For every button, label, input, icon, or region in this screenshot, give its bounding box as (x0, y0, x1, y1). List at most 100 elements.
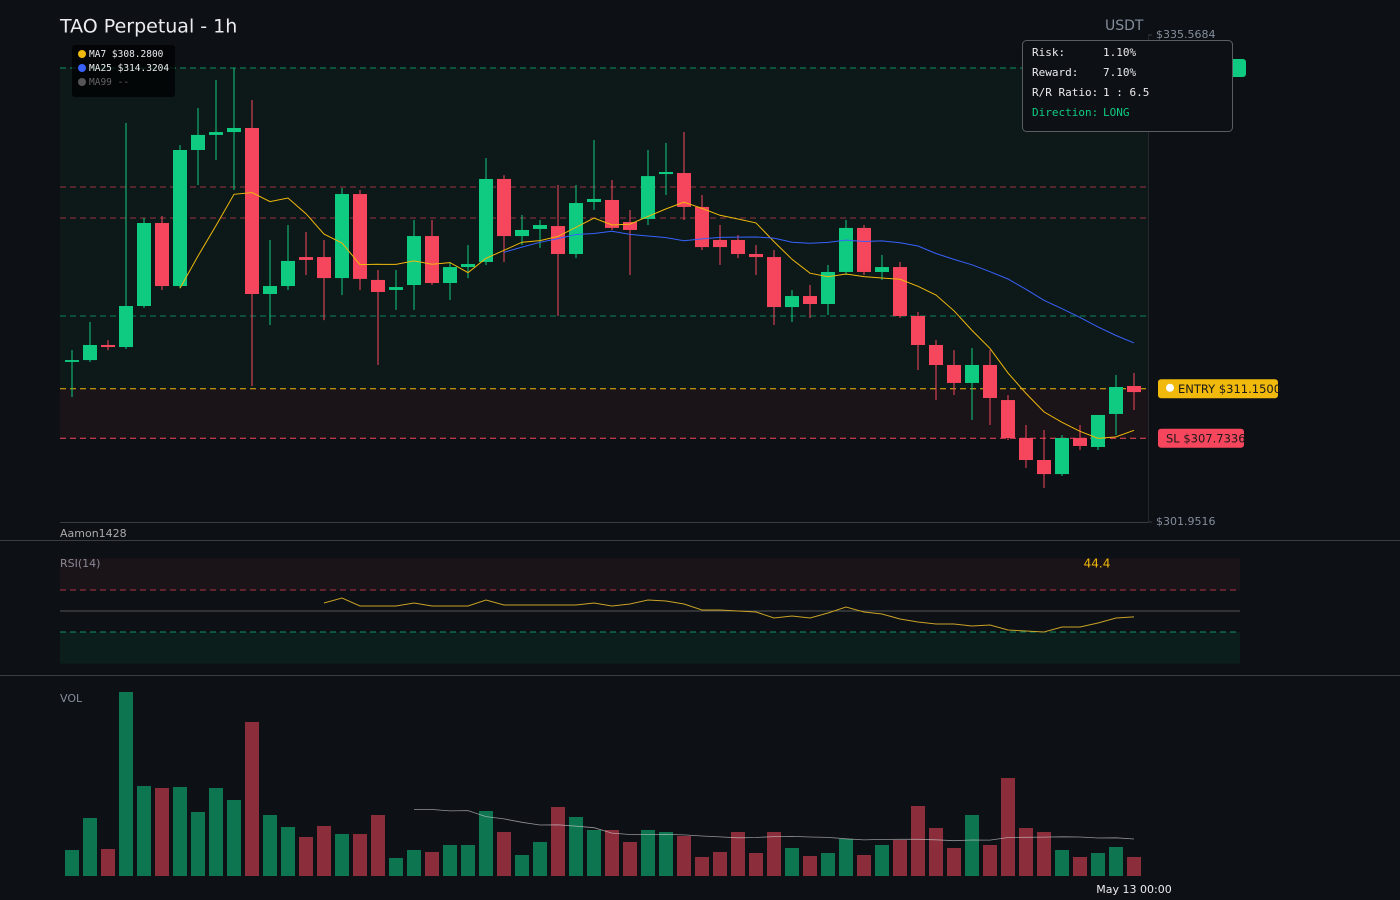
candle-body (191, 134, 205, 151)
volume-bar (479, 811, 493, 876)
candle-body (947, 364, 961, 383)
moving-average-line (503, 230, 1135, 344)
loss-zone (60, 388, 1148, 439)
volume-bar (605, 830, 619, 876)
candle-body (155, 223, 169, 287)
volume-bar (173, 787, 187, 876)
ma-legend-value: $308.2800 (112, 49, 164, 60)
volume-bar (317, 826, 331, 876)
volume-bar (443, 845, 457, 876)
volume-bar (983, 845, 997, 876)
risk-panel (1022, 40, 1233, 132)
volume-bar (695, 857, 709, 876)
candle-body (965, 364, 979, 383)
candle-body (551, 226, 565, 255)
x-tick-label: May 13 00:00 (1096, 883, 1171, 896)
volume-bar (587, 830, 601, 876)
volume-bar (515, 855, 529, 876)
candle-body (641, 176, 655, 219)
candle-body (1109, 387, 1123, 414)
volume-bar (677, 836, 691, 876)
ma-legend-name: MA25 (89, 63, 112, 74)
candle-body (137, 223, 151, 307)
volume-bar (119, 692, 133, 876)
volume-bar (875, 845, 889, 876)
volume-bar (551, 807, 565, 876)
volume-bar (767, 832, 781, 876)
y-tick-label: $301.9516 (1156, 515, 1216, 528)
candle-body (1073, 437, 1087, 446)
candle-body (335, 194, 349, 279)
volume-bar (389, 858, 403, 876)
volume-bar (713, 852, 727, 876)
volume-bar (65, 850, 79, 876)
volume-bar (335, 834, 349, 876)
volume-bar (497, 832, 511, 876)
candle-body (281, 260, 295, 287)
candle-body (587, 198, 601, 203)
oversold-zone (60, 632, 1240, 664)
volume-bar (101, 849, 115, 876)
candle-body (929, 344, 943, 365)
ma-legend-entry: MA25 $314.3204 (89, 63, 169, 74)
volume-bar (641, 830, 655, 876)
reward-label: Reward: (1032, 66, 1078, 79)
volume-bar (407, 850, 421, 876)
candle-body (749, 254, 763, 258)
volume-bar (209, 788, 223, 876)
ma-legend-entry: MA7 $308.2800 (89, 49, 164, 60)
candle-body (173, 150, 187, 287)
candle-body (803, 296, 817, 304)
candle-body (479, 178, 493, 262)
volume-bar (353, 834, 367, 876)
candle-body (83, 344, 97, 361)
candle-body (299, 257, 313, 260)
candle-body (785, 296, 799, 308)
direction-label: Direction: (1032, 106, 1098, 119)
volume-bar (245, 722, 259, 876)
candle-body (767, 257, 781, 308)
stop-loss-tag (1158, 428, 1244, 448)
volume-bar (857, 855, 871, 876)
rsi-line (323, 597, 1135, 633)
candle-body (245, 127, 259, 295)
volume-bar (659, 832, 673, 876)
candle-body (1019, 437, 1033, 461)
candle-body (1127, 385, 1141, 393)
volume-bar (965, 815, 979, 876)
candle-body (65, 360, 79, 362)
volume-bar (893, 840, 907, 876)
volume-bar (1073, 857, 1087, 876)
volume-bar (1037, 832, 1051, 876)
candle-body (119, 306, 133, 348)
candle-body (1037, 460, 1051, 475)
volume-title: VOL (60, 692, 83, 705)
y-tick-label: $335.5684 (1156, 28, 1216, 41)
ma-legend-dot (78, 50, 86, 58)
ma-legend-name: MA99 (89, 77, 112, 88)
candle-body (101, 344, 115, 348)
candle-body (1091, 414, 1105, 447)
rr-value: 1 : 6.5 (1103, 86, 1149, 99)
volume-bar (839, 839, 853, 876)
candle-body (461, 264, 475, 268)
candle-body (1055, 437, 1069, 475)
ma-legend-entry: MA99 -- (89, 77, 129, 88)
volume-ma-line (413, 809, 1135, 842)
volume-bar (1091, 853, 1105, 876)
candle-body (209, 132, 223, 135)
volume-bar (1055, 850, 1069, 876)
candle-body (371, 279, 385, 292)
volume-bar (785, 848, 799, 876)
rr-label: R/R Ratio: (1032, 86, 1098, 99)
profit-zone (60, 68, 1148, 389)
entry-label: ENTRY $311.1500 (1178, 382, 1281, 396)
plot-area: $335.5684 $301.9516 ENTRY $311.1500 SL $307… (60, 28, 1281, 896)
risk-value: 1.10% (1103, 46, 1136, 59)
volume-bar (1019, 828, 1033, 876)
moving-average-line (179, 192, 1135, 439)
volume-bar (371, 815, 385, 876)
